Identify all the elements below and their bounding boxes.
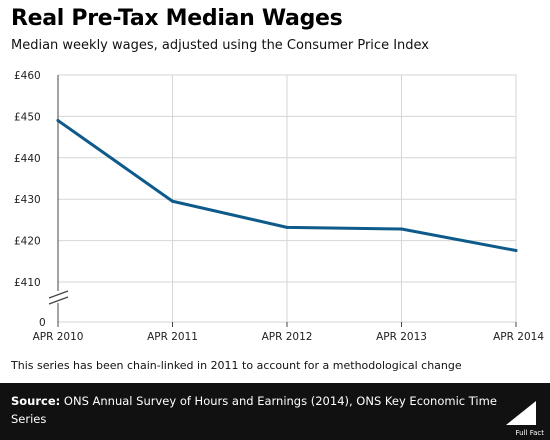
- x-tick-label: APR 2012: [262, 331, 313, 343]
- source-text-block: Source: ONS Annual Survey of Hours and E…: [11, 392, 501, 428]
- chart-title: Real Pre-Tax Median Wages: [11, 6, 343, 31]
- data-point: [400, 227, 403, 231]
- full-fact-logo: Full Fact: [498, 399, 544, 437]
- data-point: [56, 119, 60, 123]
- y-tick-label: £430: [14, 194, 41, 206]
- axis-break-gap: [48, 291, 70, 303]
- y-tick-label: £420: [14, 236, 41, 248]
- y-tick-label: £440: [14, 153, 41, 165]
- line-chart: £460 £450 £440 £430 £420 £410 0 APR 2010 APR 201…: [14, 70, 544, 343]
- data-point: [514, 249, 518, 253]
- data-point: [171, 199, 174, 203]
- axis-break-mark: [48, 296, 69, 305]
- axis-break-mark: [48, 290, 69, 299]
- x-tick-label: APR 2014: [493, 331, 544, 343]
- chart-subtitle: Median weekly wages, adjusted using the …: [11, 38, 429, 53]
- y-zero-label: 0: [39, 317, 46, 329]
- x-tick-label: APR 2011: [147, 331, 198, 343]
- logo-text: Full Fact: [515, 429, 544, 437]
- full-fact-logo-icon: [506, 401, 536, 425]
- x-tick-label: APR 2010: [33, 331, 84, 343]
- source-footer: Source: ONS Annual Survey of Hours and E…: [0, 383, 550, 440]
- y-tick-label: £450: [14, 111, 41, 123]
- data-point: [285, 225, 289, 229]
- source-label: Source:: [11, 394, 61, 408]
- y-tick-label: £410: [14, 277, 41, 289]
- source-text: ONS Annual Survey of Hours and Earnings …: [11, 394, 497, 426]
- chart-footnote: This series has been chain-linked in 201…: [11, 359, 462, 372]
- x-tick-label: APR 2013: [376, 331, 427, 343]
- y-tick-label: £460: [14, 70, 41, 82]
